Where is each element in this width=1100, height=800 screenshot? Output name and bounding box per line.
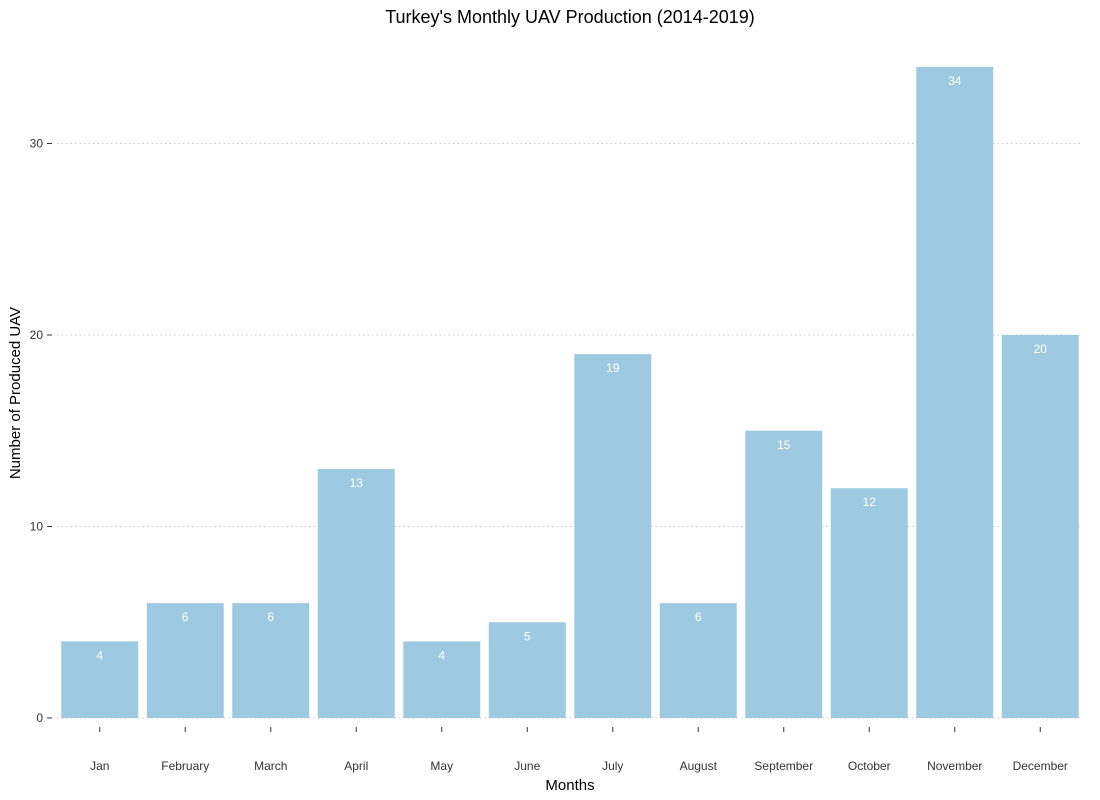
bar bbox=[574, 354, 652, 718]
y-tick-label: 0 bbox=[36, 711, 43, 725]
bar-value-label: 13 bbox=[350, 476, 364, 490]
x-tick-label: March bbox=[254, 759, 287, 773]
x-tick-label: November bbox=[927, 759, 982, 773]
bar bbox=[488, 622, 566, 718]
bar-value-label: 19 bbox=[606, 361, 620, 375]
x-axis-title: Months bbox=[545, 777, 594, 794]
x-axis: Jan February March April May June July August Se… bbox=[90, 727, 1068, 773]
y-axis-title: Number of Produced UAV bbox=[7, 307, 24, 479]
bar-value-label: 12 bbox=[863, 495, 877, 509]
bar bbox=[61, 641, 139, 718]
x-tick-label: July bbox=[602, 759, 623, 773]
bar bbox=[745, 430, 823, 718]
y-tick-label: 30 bbox=[30, 137, 44, 151]
bar bbox=[146, 603, 224, 718]
chart-title: Turkey's Monthly UAV Production (2014-20… bbox=[385, 7, 755, 27]
x-tick-label: June bbox=[514, 759, 540, 773]
bar-value-label: 34 bbox=[948, 74, 962, 88]
x-tick-label: September bbox=[754, 759, 813, 773]
bar-value-label: 6 bbox=[695, 610, 702, 624]
y-axis: 0 10 20 30 bbox=[30, 137, 52, 725]
bar bbox=[317, 469, 395, 718]
bar bbox=[232, 603, 310, 718]
x-tick-label: February bbox=[161, 759, 209, 773]
bar-value-label: 4 bbox=[438, 648, 445, 662]
x-tick-label: December bbox=[1013, 759, 1068, 773]
bar-value-label: 15 bbox=[777, 438, 791, 452]
x-tick-label: August bbox=[680, 759, 718, 773]
bar-value-label: 5 bbox=[524, 629, 531, 643]
gridlines bbox=[57, 143, 1083, 719]
bar bbox=[403, 641, 481, 718]
bar-value-label: 6 bbox=[267, 610, 274, 624]
x-tick-label: April bbox=[344, 759, 368, 773]
bar-value-label: 4 bbox=[96, 648, 103, 662]
bar bbox=[1001, 335, 1079, 718]
y-tick-label: 20 bbox=[30, 328, 44, 342]
bar-value-label: 6 bbox=[182, 610, 189, 624]
bars bbox=[61, 66, 1079, 718]
bar-value-label: 20 bbox=[1034, 342, 1048, 356]
x-tick-label: Jan bbox=[90, 759, 109, 773]
bar bbox=[830, 488, 908, 718]
data-labels: 4 6 6 13 4 5 19 6 15 12 34 20 bbox=[96, 74, 1047, 663]
bar bbox=[916, 66, 994, 718]
x-tick-label: October bbox=[848, 759, 891, 773]
bar bbox=[659, 603, 737, 718]
x-tick-label: May bbox=[430, 759, 453, 773]
y-tick-label: 10 bbox=[30, 520, 44, 534]
